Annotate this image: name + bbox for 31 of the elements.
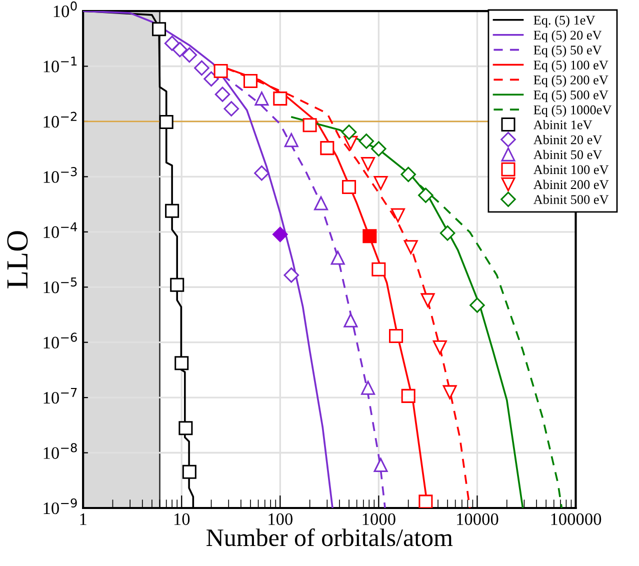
y-tick-label: 10$^{−1}$ bbox=[44, 56, 77, 72]
legend-label: Abinit 200 eV bbox=[533, 180, 609, 190]
y-tick-label: 10$^{−2}$ bbox=[44, 112, 76, 128]
x-tick-label: 10 bbox=[174, 513, 190, 526]
x-tick-label: 10000 bbox=[457, 513, 498, 526]
legend-label: Eq (5) 100 eV bbox=[534, 60, 608, 72]
legend-label: Eq (5) 20 eV bbox=[534, 30, 602, 42]
y-tick-label: 10$^{−8}$ bbox=[44, 443, 77, 459]
legend-label: Abinit 500 eV bbox=[533, 194, 609, 204]
y-axis-title: LLO bbox=[7, 231, 28, 288]
legend-label: Abinit 20 eV bbox=[533, 134, 602, 144]
legend-label: Abinit 1eV bbox=[533, 120, 592, 130]
x-tick-label: 100 bbox=[268, 513, 292, 526]
x-tick-label: 100000 bbox=[551, 513, 602, 526]
legend-label: Abinit 50 eV bbox=[533, 150, 602, 160]
y-tick-label: 10$^{−4}$ bbox=[44, 222, 78, 238]
legend-label: Eq (5) 500 eV bbox=[534, 90, 608, 102]
x-tick-label: 1000 bbox=[362, 513, 396, 526]
legend-label: Eq (5) 200 eV bbox=[534, 75, 608, 88]
x-axis-title: Number of orbitals/atom bbox=[206, 528, 453, 546]
y-tick-label: 10$^{−6}$ bbox=[44, 332, 77, 349]
legend-label: Eq (5) 1000eV bbox=[534, 105, 612, 118]
y-tick-label: 10$^{0}$ bbox=[54, 1, 77, 18]
legend-label: Abinit 100 eV bbox=[533, 164, 609, 174]
y-tick-label: 10$^{−9}$ bbox=[44, 498, 77, 514]
legend-label: Eq (5) 50 eV bbox=[534, 45, 602, 58]
legend-label: Eq. (5) 1eV bbox=[534, 15, 596, 28]
y-tick-label: 10$^{−7}$ bbox=[44, 388, 77, 404]
y-tick-label: 10$^{−3}$ bbox=[44, 167, 77, 183]
y-tick-label: 10$^{−5}$ bbox=[44, 278, 77, 294]
x-tick-label: 1 bbox=[80, 513, 86, 525]
